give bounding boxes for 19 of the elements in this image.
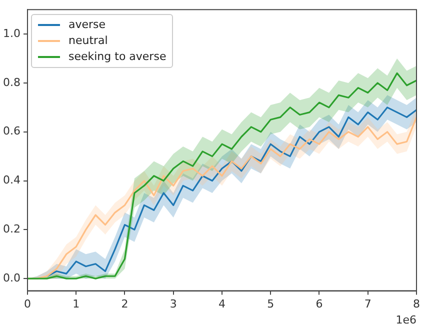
text: 1e6 [396, 313, 416, 326]
legend-label: seeking to averse [68, 48, 166, 65]
x-tick-label: 2 [121, 297, 128, 310]
y-tick-label: 0.2 [2, 222, 20, 236]
y-tick-label: 1.0 [2, 26, 20, 40]
y-tick-label: 0.6 [2, 124, 20, 138]
legend-label: neutral [68, 32, 108, 49]
x-tick-label: 5 [267, 297, 274, 310]
y-tick-label: 0.0 [2, 271, 20, 284]
x-tick-label: 8 [413, 297, 420, 310]
x-tick-label: 6 [316, 297, 323, 310]
x-tick-label: 4 [218, 297, 226, 310]
x-tick-label: 0 [24, 297, 31, 310]
y-tick-label: 0.8 [2, 76, 20, 89]
x-tick-label: 1 [72, 297, 80, 310]
y-tick-label: 0.4 [2, 174, 20, 187]
legend-label: averse [68, 16, 106, 33]
x-tick-label: 3 [170, 297, 177, 310]
x-tick-label: 7 [364, 297, 372, 310]
